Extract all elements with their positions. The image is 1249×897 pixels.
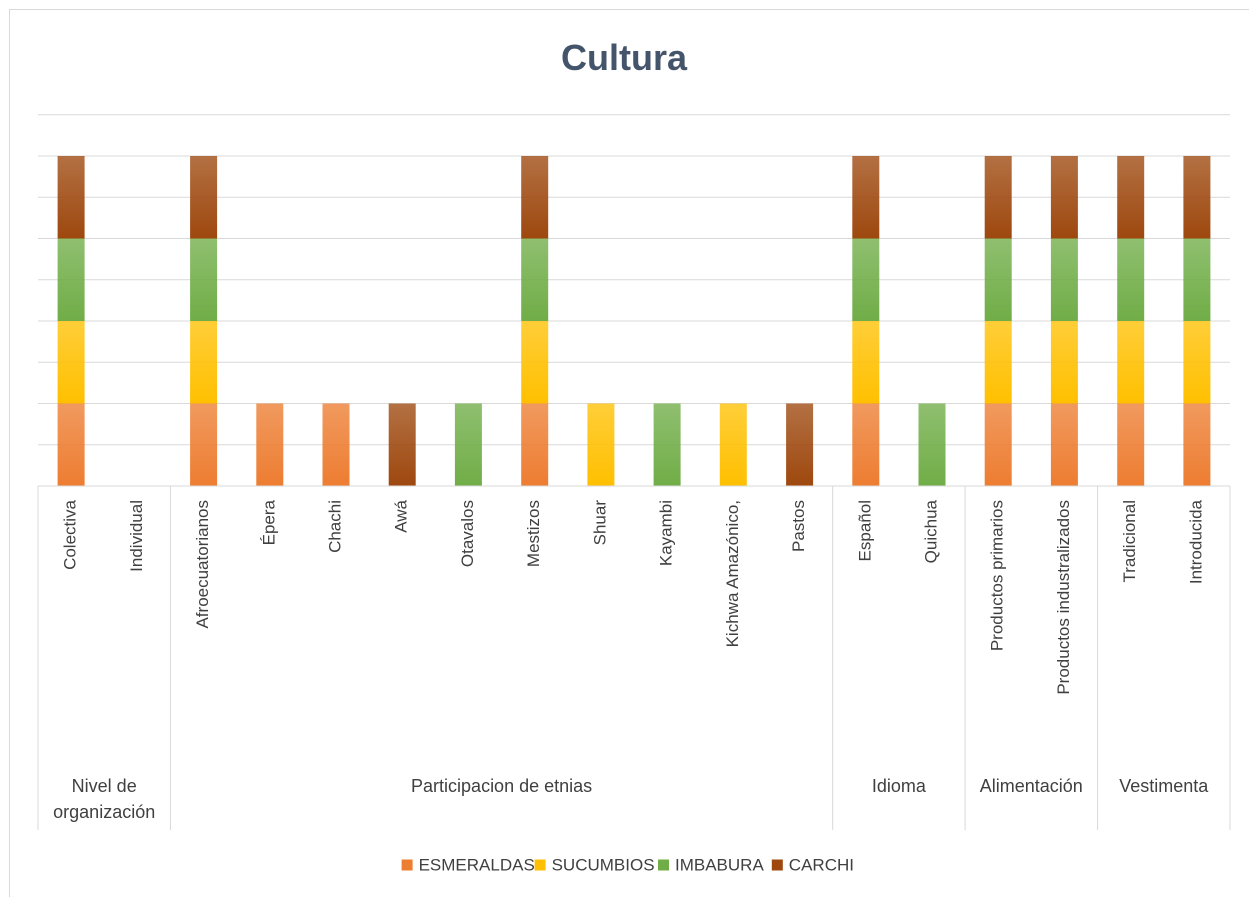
bar-imbabura-espanol — [852, 238, 880, 321]
bar-sucumbios-mestizos — [521, 321, 549, 404]
bar-esmeraldas-productos-primarios — [984, 403, 1012, 486]
bar-carchi-pastos — [786, 403, 814, 486]
bar-sucumbios-introducida — [1183, 321, 1211, 404]
category-labels: Colectiva Individual Afroecuatorianos Épera… — [61, 499, 1206, 694]
bar-esmeraldas-colectiva — [57, 403, 85, 486]
bar-sucumbios-espanol — [852, 321, 880, 404]
bar-esmeraldas-chachi — [322, 403, 350, 486]
bar-imbabura-quichua — [918, 403, 946, 486]
category-label-espanol: Español — [855, 500, 874, 561]
bar-carchi-productos-industralizados — [1050, 156, 1078, 239]
bar-carchi-productos-primarios — [984, 156, 1012, 239]
category-label-colectiva: Colectiva — [61, 499, 80, 569]
group-label-alimentacion: Alimentación — [980, 776, 1083, 796]
legend-swatch-carchi — [771, 859, 783, 871]
group-label-nivel-de-organizacion: Nivel de — [72, 776, 137, 796]
bar-sucumbios-afroecuatorianos — [190, 321, 218, 404]
bar-carchi-mestizos — [521, 156, 549, 239]
bar-sucumbios-productos-primarios — [984, 321, 1012, 404]
bar-sucumbios-productos-industralizados — [1050, 321, 1078, 404]
bar-imbabura-introducida — [1183, 238, 1211, 321]
category-label-productos-primarios: Productos primarios — [988, 500, 1007, 651]
bar-sucumbios-shuar — [587, 403, 615, 486]
bar-carchi-afroecuatorianos — [190, 156, 218, 239]
chart-title: Cultura — [561, 37, 688, 78]
legend-label-imbabura: IMBABURA — [675, 855, 764, 874]
category-label-tradicional: Tradicional — [1120, 500, 1139, 583]
bar-carchi-tradicional — [1117, 156, 1145, 239]
bar-esmeraldas-tradicional — [1117, 403, 1145, 486]
legend: ESMERALDAS SUCUMBIOS IMBABURA CARCHI — [401, 855, 854, 874]
bar-carchi-introducida — [1183, 156, 1211, 239]
bar-imbabura-productos-industralizados — [1050, 238, 1078, 321]
bar-carchi-espanol — [852, 156, 880, 239]
bar-imbabura-colectiva — [57, 238, 85, 321]
legend-label-sucumbios: SUCUMBIOS — [552, 855, 655, 874]
chart-frame — [9, 9, 1249, 897]
bar-esmeraldas-introducida — [1183, 403, 1211, 486]
legend-label-carchi: CARCHI — [789, 855, 854, 874]
bars — [57, 156, 1211, 486]
category-label-otavalos: Otavalos — [458, 500, 477, 567]
bar-carchi-colectiva — [57, 156, 85, 239]
category-label-pastos: Pastos — [789, 500, 808, 552]
group-label-vestimenta: Vestimenta — [1119, 776, 1209, 796]
bar-sucumbios-tradicional — [1117, 321, 1145, 404]
category-label-mestizos: Mestizos — [524, 500, 543, 567]
bar-imbabura-tradicional — [1117, 238, 1145, 321]
legend-label-esmeraldas: ESMERALDAS — [419, 855, 535, 874]
bar-esmeraldas-espanol — [852, 403, 880, 486]
group-labels: Nivel de organización Participacion de etn… — [53, 776, 1209, 822]
gridlines — [38, 114, 1230, 446]
legend-swatch-imbabura — [658, 859, 669, 871]
category-label-awa: Awá — [392, 499, 411, 532]
bar-esmeraldas-mestizos — [521, 403, 549, 486]
bar-imbabura-otavalos — [454, 403, 482, 486]
group-label-idioma: Idioma — [872, 776, 927, 796]
legend-swatch-esmeraldas — [401, 859, 413, 871]
bar-esmeraldas-epera — [256, 403, 284, 486]
bar-sucumbios-colectiva — [57, 321, 85, 404]
category-label-introducida: Introducida — [1186, 499, 1205, 584]
category-label-chachi: Chachi — [325, 500, 344, 553]
bar-imbabura-afroecuatorianos — [190, 238, 218, 321]
bar-carchi-awa — [388, 403, 416, 486]
category-label-kayambi: Kayambi — [657, 500, 676, 566]
legend-swatch-sucumbios — [534, 859, 546, 871]
bar-esmeraldas-afroecuatorianos — [190, 403, 218, 486]
category-label-individual: Individual — [127, 500, 146, 572]
category-label-quichua: Quichua — [921, 499, 940, 563]
x-axis — [37, 485, 1231, 830]
bar-esmeraldas-productos-industralizados — [1050, 403, 1078, 486]
category-label-afroecuatorianos: Afroecuatorianos — [193, 500, 212, 629]
group-label-participacion-de-etnias: Participacion de etnias — [411, 776, 592, 796]
bar-imbabura-productos-primarios — [984, 238, 1012, 321]
bar-imbabura-kayambi — [653, 403, 681, 486]
category-label-epera: Épera — [259, 499, 278, 545]
bar-sucumbios-kichwa-amazonico — [719, 403, 747, 486]
group-label-nivel-de-organizacion: organización — [53, 802, 155, 822]
category-label-productos-industralizados: Productos industralizados — [1054, 500, 1073, 695]
bar-imbabura-mestizos — [521, 238, 549, 321]
category-label-shuar: Shuar — [590, 500, 609, 546]
category-label-kichwa-amazonico: Kichwa Amazónico, — [723, 500, 742, 647]
